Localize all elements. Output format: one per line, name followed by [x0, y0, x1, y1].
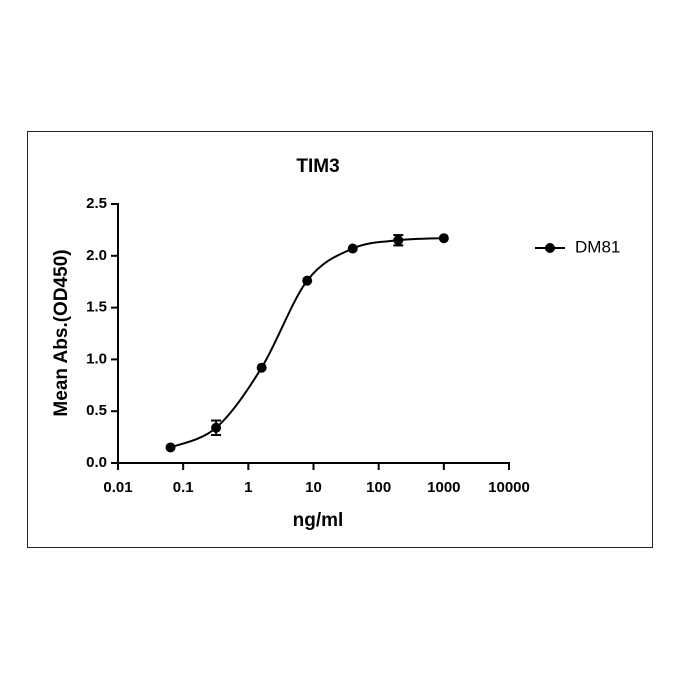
chart-title: TIM3	[296, 156, 339, 177]
x-tick-label: 0.1	[173, 479, 194, 496]
y-tick-label: 2.5	[86, 195, 107, 212]
x-tick-label: 10	[305, 479, 322, 496]
x-tick-label: 10000	[488, 479, 530, 496]
data-point	[256, 362, 267, 373]
data-point	[393, 235, 404, 246]
data-point	[302, 275, 313, 286]
y-tick-label: 0.0	[86, 454, 107, 471]
y-tick-label: 2.0	[86, 247, 107, 264]
legend-label: DM81	[575, 237, 620, 256]
data-point	[165, 442, 176, 453]
y-axis-label: Mean Abs.(OD450)	[51, 249, 72, 416]
data-point	[211, 422, 222, 433]
y-tick-label: 1.0	[86, 350, 107, 367]
legend-marker	[545, 243, 555, 253]
frame	[27, 131, 653, 548]
x-tick-label: 1000	[427, 479, 460, 496]
y-tick-label: 1.5	[86, 299, 107, 316]
y-tick-label: 0.5	[86, 402, 107, 419]
x-tick-label: 100	[366, 479, 391, 496]
data-point	[347, 243, 358, 254]
x-tick-label: 0.01	[103, 479, 132, 496]
data-point	[438, 233, 449, 244]
x-axis-label: ng/ml	[293, 510, 344, 531]
x-tick-label: 1	[244, 479, 252, 496]
